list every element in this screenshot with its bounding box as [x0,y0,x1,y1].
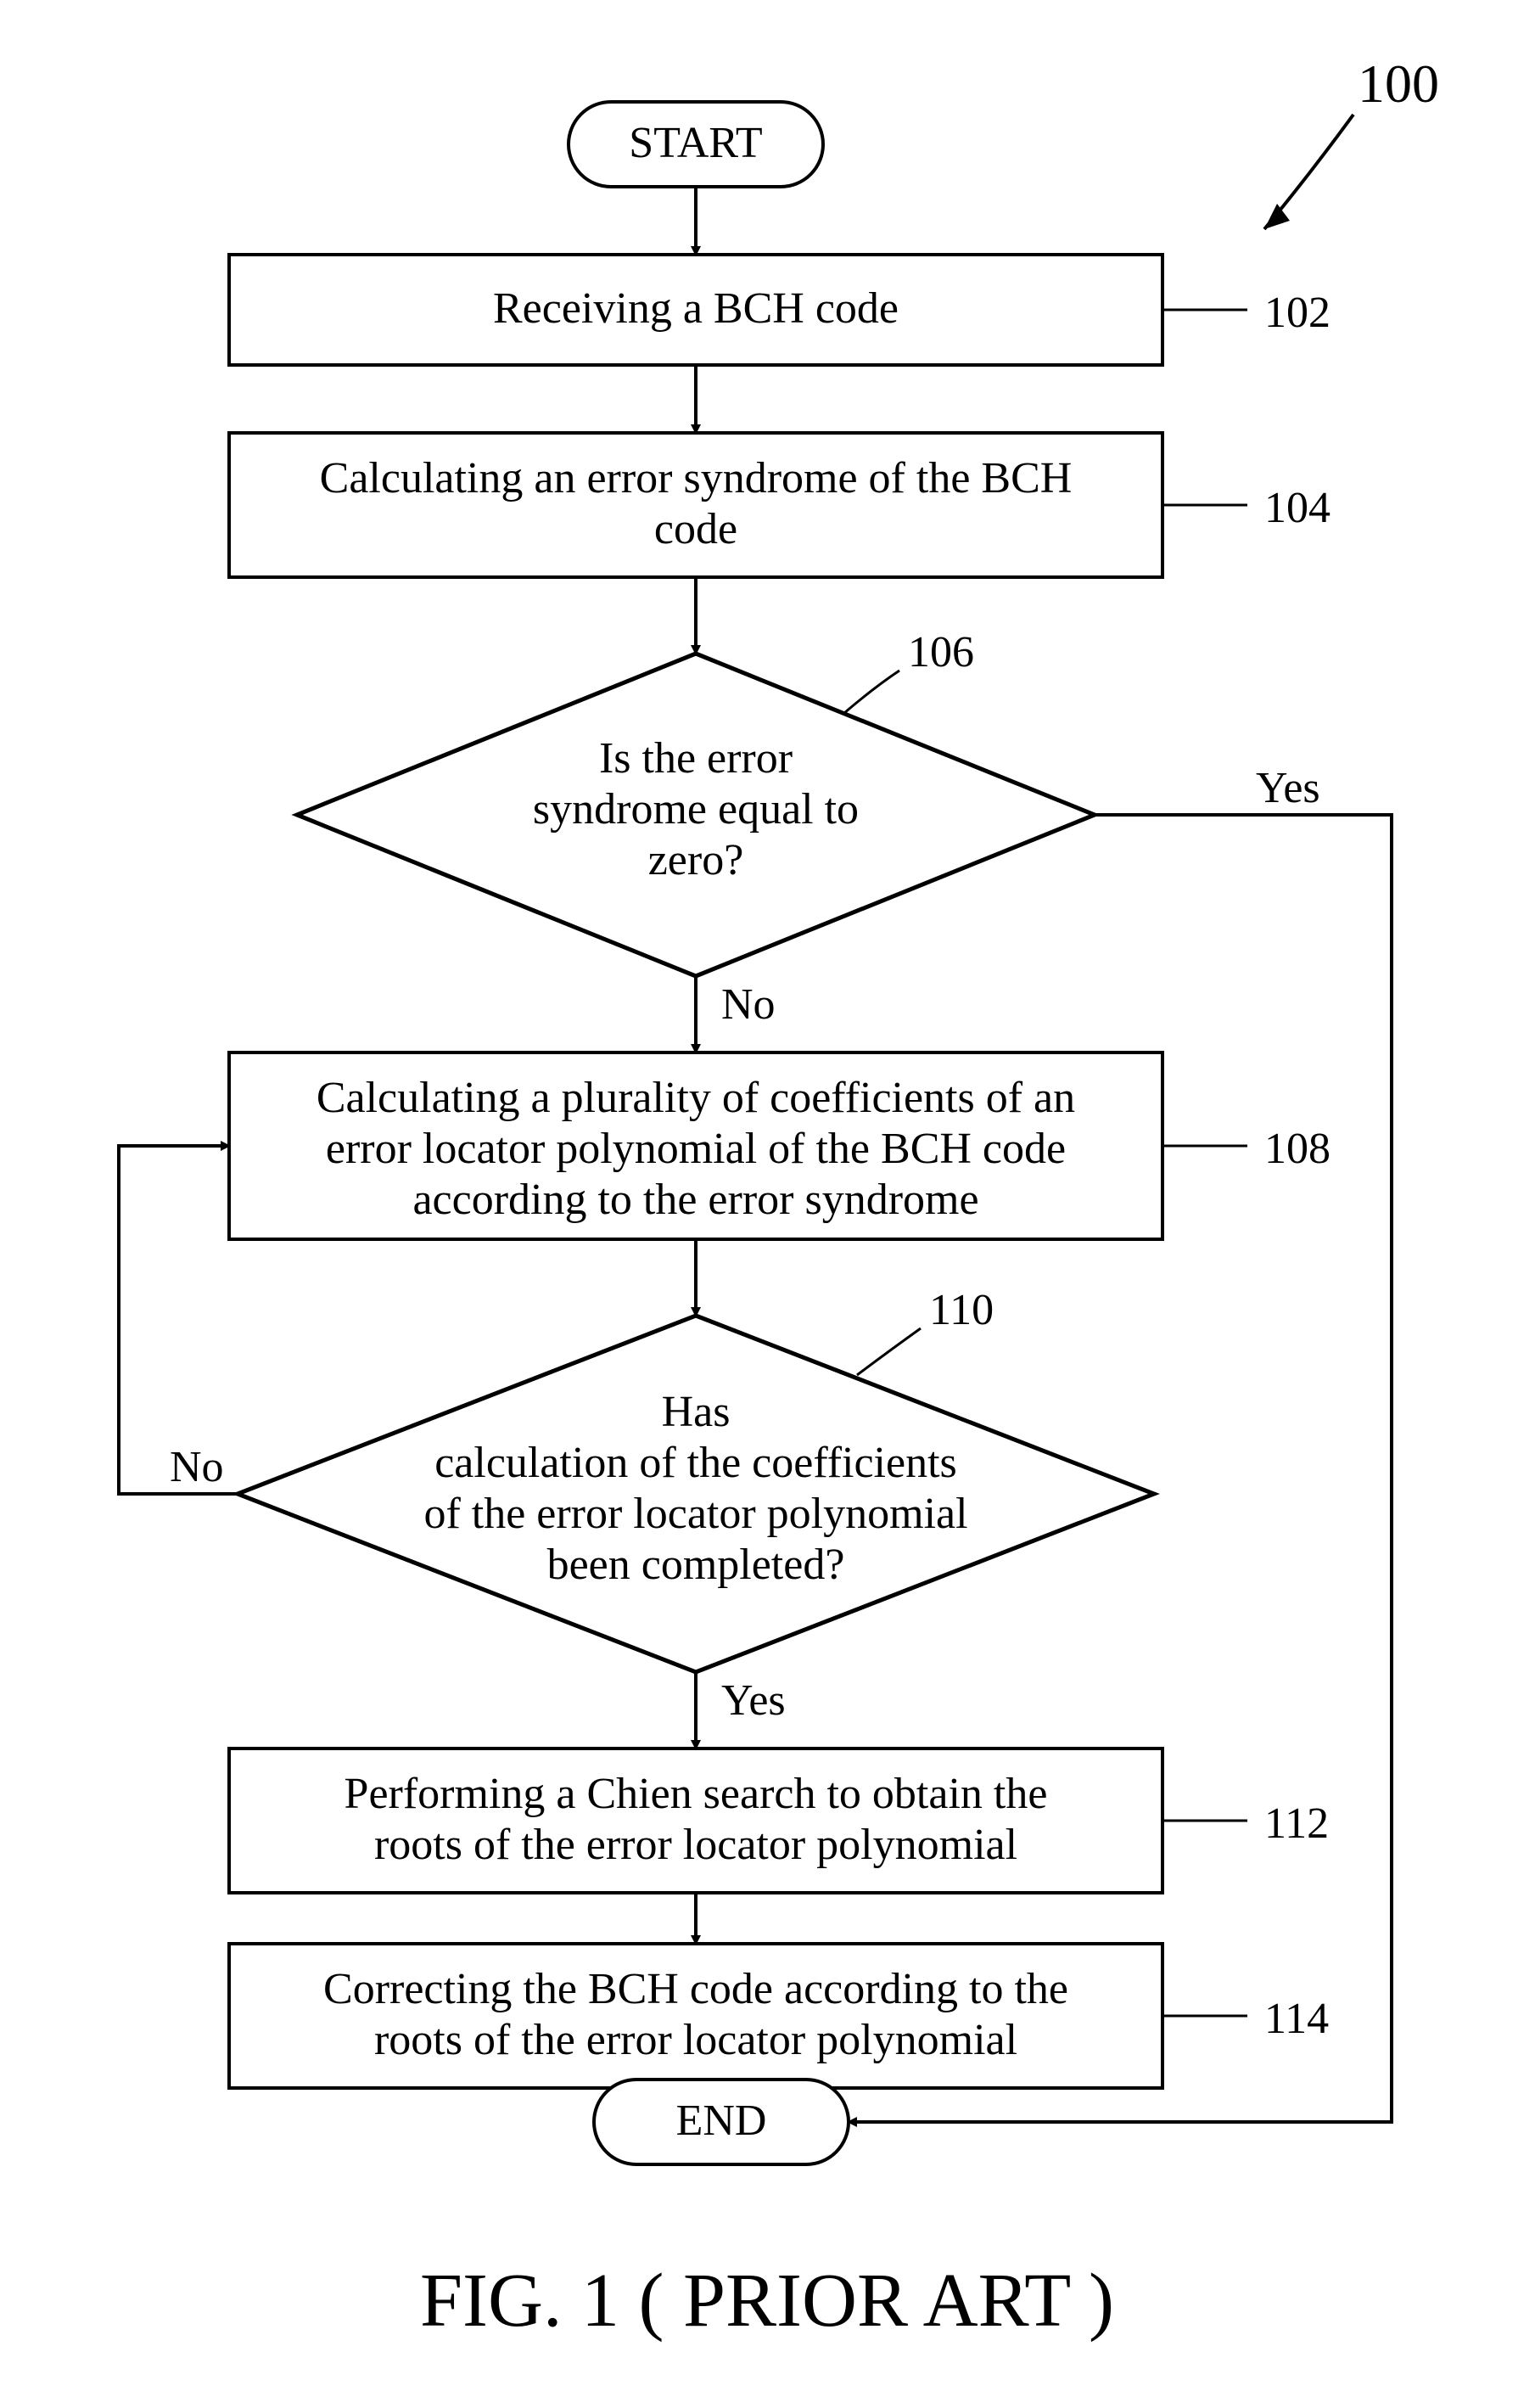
figure-ref-arrowhead [1264,204,1290,229]
edge-110-112-label: Yes [721,1676,786,1725]
edge-110-108-label: No [170,1443,224,1491]
ref-110: 110 [929,1286,994,1334]
ref-106: 106 [908,628,974,676]
ref-106-leader [844,671,899,713]
end-node: END [594,2080,849,2164]
node-102-text: Receiving a BCH code [493,284,899,333]
ref-102: 102 [1264,289,1331,337]
node-114-line2: roots of the error locator polynomial [374,2016,1017,2064]
node-114-line1: Correcting the BCH code according to the [323,1965,1068,2013]
node-110: Has calculation of the coefficients of t… [238,1316,1154,1672]
ref-104: 104 [1264,484,1331,532]
node-108-line3: according to the error syndrome [412,1176,978,1224]
start-text: START [629,119,762,167]
node-110-line2: calculation of the coefficients [434,1439,957,1487]
node-102: Receiving a BCH code [229,255,1162,365]
edge-106-108-label: No [721,980,776,1029]
node-104: Calculating an error syndrome of the BCH… [229,433,1162,577]
end-text: END [676,2096,767,2145]
ref-112: 112 [1264,1799,1329,1848]
node-108-line1: Calculating a plurality of coefficients … [317,1074,1075,1122]
node-104-line1: Calculating an error syndrome of the BCH [320,454,1073,502]
node-110-line3: of the error locator polynomial [423,1490,967,1538]
node-106-line3: zero? [648,836,744,884]
node-104-line2: code [654,505,737,553]
figure-ref-label: 100 [1358,53,1439,114]
edge-106-end-label: Yes [1256,764,1320,812]
start-node: START [569,102,823,187]
node-108-line2: error locator polynomial of the BCH code [326,1125,1066,1173]
node-108: Calculating a plurality of coefficients … [229,1052,1162,1239]
ref-110-leader [857,1328,921,1375]
node-106-line2: syndrome equal to [533,785,859,834]
node-106: Is the error syndrome equal to zero? [297,654,1095,976]
node-110-line4: been completed? [547,1541,845,1589]
ref-114: 114 [1264,1995,1329,2043]
node-112-line2: roots of the error locator polynomial [374,1821,1017,1869]
figure-caption: FIG. 1 ( PRIOR ART ) [420,2259,1114,2343]
node-112: Performing a Chien search to obtain the … [229,1748,1162,1893]
node-106-line1: Is the error [599,734,793,783]
node-114: Correcting the BCH code according to the… [229,1944,1162,2088]
edge-110-108 [119,1146,238,1494]
node-112-line1: Performing a Chien search to obtain the [345,1770,1048,1818]
ref-108: 108 [1264,1125,1331,1173]
node-110-line1: Has [662,1388,731,1436]
